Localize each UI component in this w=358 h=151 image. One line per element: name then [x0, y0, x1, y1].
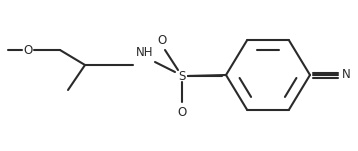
- Text: O: O: [177, 106, 187, 119]
- Text: N: N: [342, 69, 350, 82]
- Text: S: S: [178, 69, 186, 82]
- Text: NH: NH: [136, 45, 154, 58]
- Text: O: O: [158, 34, 166, 47]
- Text: O: O: [23, 43, 33, 56]
